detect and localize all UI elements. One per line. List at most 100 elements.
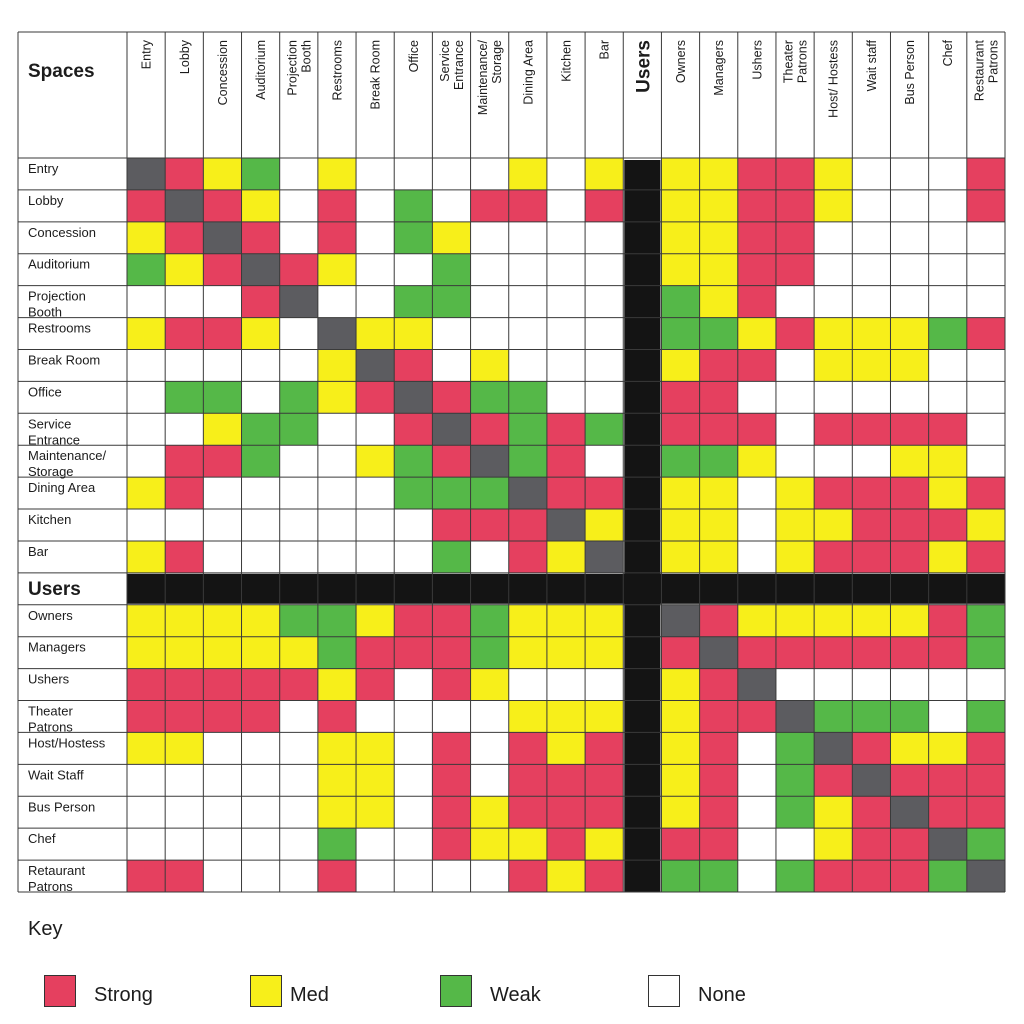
- cell-r6-c15: [699, 349, 738, 382]
- cell-r12-c18: [814, 540, 853, 573]
- cell-r4-c16: [737, 285, 776, 318]
- cell-r11-c11: [546, 509, 586, 541]
- cell-r7-c11: [546, 381, 586, 414]
- cell-r5-c1: [165, 317, 204, 350]
- cell-r7-c20: [890, 381, 929, 414]
- cell-r8-c5: [317, 413, 357, 446]
- cell-r22-c11: [546, 860, 586, 892]
- cell-r22-c2: [203, 860, 242, 892]
- cell-r16-c6: [356, 668, 395, 701]
- cell-r2-c19: [852, 221, 891, 254]
- cell-r18-c3: [241, 732, 280, 765]
- cell-r21-c21: [928, 828, 967, 861]
- cell-r7-c3: [241, 381, 280, 414]
- cell-r18-c8: [432, 732, 471, 765]
- cell-r1-c6: [356, 189, 395, 222]
- cell-r22-c5: [317, 860, 357, 892]
- relationship-matrix: Spaces Entry Lobby Concession Auditorium Proj…: [17, 31, 1006, 894]
- cell-r20-c22: [966, 796, 1005, 829]
- cell-r16-c7: [394, 668, 433, 701]
- cell-r4-c0: [127, 285, 166, 318]
- cell-r21-c2: [203, 828, 242, 861]
- cell-r5-c2: [203, 317, 242, 350]
- cell-r14-c10: [508, 604, 547, 637]
- row-header-18: Host/Hostess: [28, 735, 106, 750]
- legend-label-weak: Weak: [490, 984, 541, 1006]
- cell-r20-c9: [470, 796, 509, 829]
- column-header-11: Kitchen: [560, 40, 574, 82]
- cell-r14-c14: [661, 604, 700, 637]
- cell-r16-c2: [203, 668, 242, 701]
- cell-r6-c12: [585, 349, 624, 382]
- cell-r14-c2: [203, 604, 242, 637]
- legend-title: Key: [28, 918, 63, 940]
- column-header-21: Chef: [941, 39, 955, 66]
- cell-r4-c12: [585, 285, 624, 318]
- cell-r11-c18: [814, 509, 853, 541]
- cell-r6-c16: [737, 349, 776, 382]
- row-header-1: Lobby: [28, 193, 64, 208]
- cell-r21-c15: [699, 828, 738, 861]
- cell-r17-c4: [279, 700, 318, 733]
- cell-r18-c22: [966, 732, 1005, 765]
- cell-r19-c20: [890, 764, 929, 797]
- cell-r17-c3: [241, 700, 280, 733]
- cell-r11-c21: [928, 509, 967, 541]
- cell-r3-c16: [737, 253, 776, 286]
- cell-r0-c21: [928, 158, 967, 190]
- cell-r20-c17: [775, 796, 815, 829]
- cell-r16-c20: [890, 668, 929, 701]
- cell-r3-c20: [890, 253, 929, 286]
- cell-r6-c21: [928, 349, 967, 382]
- cell-r7-c9: [470, 381, 509, 414]
- cell-r14-c3: [241, 604, 280, 637]
- column-header-20: Bus Person: [903, 40, 917, 105]
- cell-r11-c14: [661, 509, 700, 541]
- cell-r18-c4: [279, 732, 318, 765]
- cell-r5-c6: [356, 317, 395, 350]
- cell-r15-c16: [737, 636, 776, 669]
- cell-r11-c16: [737, 509, 776, 541]
- cell-r9-c8: [432, 445, 471, 478]
- column-header-10: Dining Area: [521, 40, 535, 105]
- cell-r6-c2: [203, 349, 242, 382]
- cell-r6-c3: [241, 349, 280, 382]
- cell-r11-c6: [356, 509, 395, 541]
- cell-r15-c2: [203, 636, 242, 669]
- cell-r8-c0: [127, 413, 166, 446]
- cell-r18-c15: [699, 732, 738, 765]
- cell-r3-c9: [470, 253, 509, 286]
- cell-r12-c3: [241, 540, 280, 573]
- cell-r11-c15: [699, 509, 738, 541]
- cell-r1-c19: [852, 189, 891, 222]
- cell-r18-c7: [394, 732, 433, 765]
- cell-r2-c3: [241, 221, 280, 254]
- cell-r10-c0: [127, 477, 166, 510]
- cell-r17-c15: [699, 700, 738, 733]
- cell-r20-c7: [394, 796, 433, 829]
- users-divider-vertical: [624, 160, 661, 892]
- cell-r22-c4: [279, 860, 318, 892]
- cell-r18-c16: [737, 732, 776, 765]
- cell-r11-c3: [241, 509, 280, 541]
- row-divider-label-users: Users: [28, 579, 81, 600]
- cell-r18-c9: [470, 732, 509, 765]
- cell-r3-c0: [127, 253, 166, 286]
- cell-r6-c0: [127, 349, 166, 382]
- cell-r19-c11: [546, 764, 586, 797]
- cell-r10-c2: [203, 477, 242, 510]
- column-header-2: Concession: [216, 40, 230, 105]
- row-header-4: Projection: [28, 289, 86, 304]
- cell-r10-c9: [470, 477, 509, 510]
- cell-r8-c6: [356, 413, 395, 446]
- cell-r20-c1: [165, 796, 204, 829]
- cell-r15-c14: [661, 636, 700, 669]
- cell-r6-c14: [661, 349, 700, 382]
- cell-r7-c15: [699, 381, 738, 414]
- cell-r10-c18: [814, 477, 853, 510]
- cell-r12-c20: [890, 540, 929, 573]
- cell-r0-c15: [699, 158, 738, 190]
- cell-r18-c5: [317, 732, 357, 765]
- cell-r3-c2: [203, 253, 242, 286]
- cell-r11-c8: [432, 509, 471, 541]
